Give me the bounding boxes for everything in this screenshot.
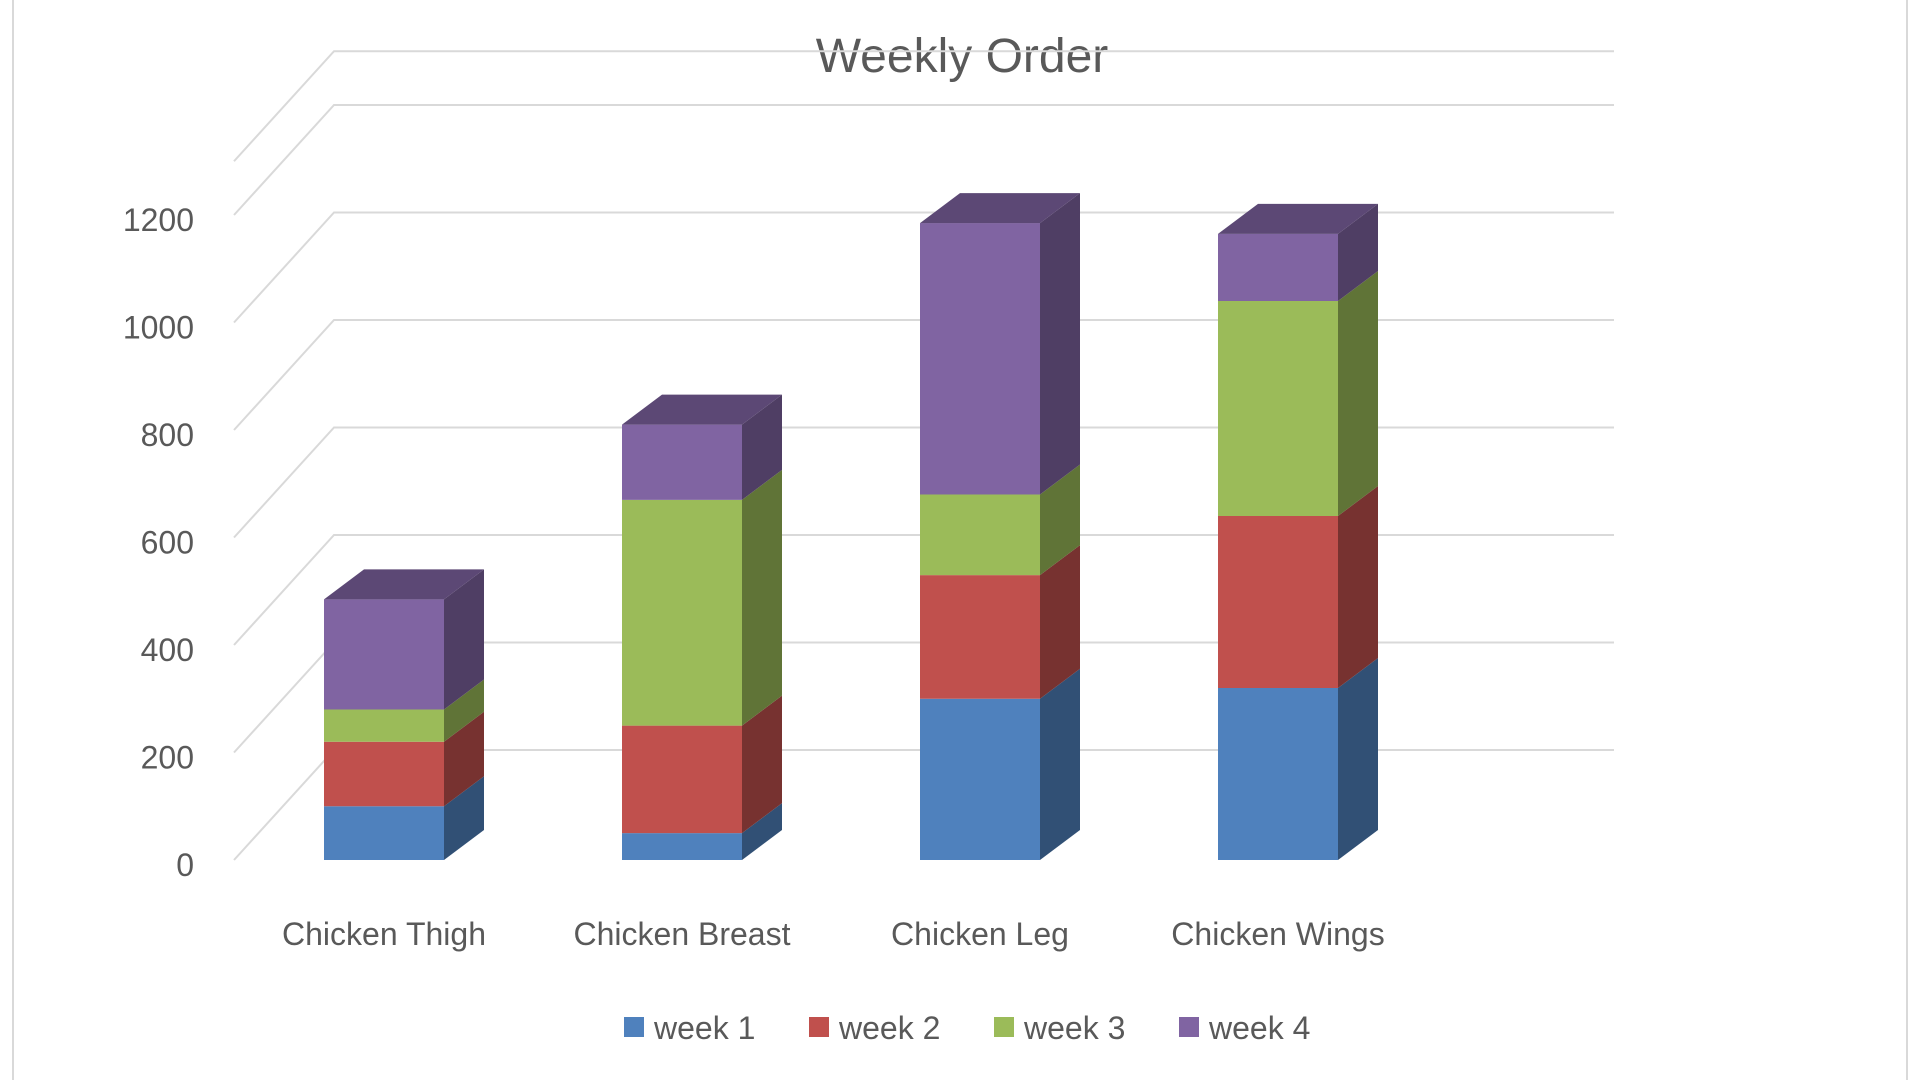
x-tick-label: Chicken Wings (1171, 916, 1384, 952)
legend-swatch (1179, 1017, 1199, 1037)
bar-top (920, 193, 1080, 224)
bar-segment-side (742, 394, 782, 500)
bar-segment-side (1338, 658, 1378, 860)
x-tick-label: Chicken Thigh (282, 916, 486, 952)
bar-segment-side (1040, 545, 1080, 699)
bar-stack (1218, 203, 1378, 860)
bar-segment-side (1338, 486, 1378, 688)
bar-top (324, 569, 484, 600)
bar-segment-side (1040, 464, 1080, 576)
legend: week 1 week 2 week 3 week 4 (624, 1010, 1310, 1046)
y-tick-label: 1200 (123, 202, 194, 238)
bar-top (622, 394, 782, 425)
bar-segment (324, 806, 444, 860)
legend-item: week 1 (624, 1010, 755, 1046)
gridlines (233, 50, 1614, 861)
chart-frame: Weekly Order 0 200 400 600 800 1000 1200 Chick… (12, 0, 1908, 1080)
legend-item: week 3 (994, 1010, 1125, 1046)
x-axis-labels: Chicken Thigh Chicken Breast Chicken Leg Ch… (282, 916, 1385, 952)
legend-swatch (994, 1017, 1014, 1037)
gridline (233, 426, 1614, 539)
x-tick-label: Chicken Breast (574, 916, 791, 952)
bar-segment-side (1040, 193, 1080, 495)
bar-segment (1218, 301, 1338, 516)
bar-segment-side (1338, 271, 1378, 516)
bar-segment (920, 494, 1040, 576)
bar-stack (920, 193, 1080, 860)
bar-segment (1218, 516, 1338, 688)
gridline (233, 319, 1614, 431)
weekly-order-chart: Weekly Order 0 200 400 600 800 1000 1200 Chick… (123, 30, 1614, 1046)
bar-segment-side (444, 569, 484, 710)
legend-item: week 4 (1179, 1010, 1310, 1046)
y-axis-ticks: 0 200 400 600 800 1000 1200 (123, 202, 194, 883)
bar-stack (324, 569, 484, 860)
legend-label: week 1 (653, 1010, 755, 1046)
gridline (233, 534, 1614, 646)
legend-swatch (624, 1017, 644, 1037)
bar-segment-side (742, 695, 782, 834)
legend-label: week 3 (1023, 1010, 1125, 1046)
bar-segment-side (444, 776, 484, 860)
y-tick-label: 800 (141, 417, 194, 453)
bar-stack (622, 394, 782, 860)
bar-segment (1218, 688, 1338, 860)
y-tick-label: 0 (176, 847, 194, 883)
bar-segment-side (1338, 203, 1378, 301)
bar-segment (1218, 233, 1338, 301)
bar-segment (324, 741, 444, 807)
bar-segment-side (742, 803, 782, 860)
bar-segment (324, 709, 444, 742)
bar-segment (324, 599, 444, 710)
bar-segment (622, 424, 742, 500)
chart-title: Weekly Order (816, 30, 1109, 83)
legend-label: week 2 (838, 1010, 940, 1046)
bar-segment (622, 833, 742, 860)
x-tick-label: Chicken Leg (891, 916, 1069, 952)
bar-segment (622, 725, 742, 834)
y-tick-label: 200 (141, 740, 194, 776)
bar-segment-side (742, 469, 782, 726)
gridline (233, 50, 1614, 162)
bars (324, 193, 1378, 860)
gridline (233, 211, 1614, 324)
bar-segment (920, 575, 1040, 699)
legend-label: week 4 (1208, 1010, 1310, 1046)
legend-swatch (809, 1017, 829, 1037)
y-tick-label: 600 (141, 525, 194, 561)
y-tick-label: 400 (141, 632, 194, 668)
legend-item: week 2 (809, 1010, 940, 1046)
bar-segment-side (1040, 668, 1080, 860)
bar-segment (920, 698, 1040, 860)
bar-segment-side (444, 679, 484, 742)
gridline (233, 104, 1614, 216)
bar-top (1218, 203, 1378, 234)
bar-segment (622, 499, 742, 726)
bar-segment (920, 223, 1040, 495)
bar-segment-side (444, 711, 484, 807)
y-tick-label: 1000 (123, 310, 194, 346)
